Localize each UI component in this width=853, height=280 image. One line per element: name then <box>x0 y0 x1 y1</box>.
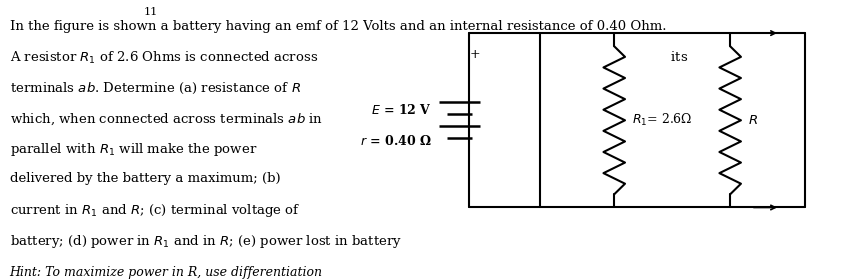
Text: Hint: To maximize power in R, use differentiation: Hint: To maximize power in R, use differ… <box>9 266 322 279</box>
Text: In the figure is shown a battery having an emf of 12 Volts and an internal resis: In the figure is shown a battery having … <box>9 20 665 33</box>
Text: current in $R_1$ and $R$; (c) terminal voltage of: current in $R_1$ and $R$; (c) terminal v… <box>9 202 299 219</box>
Text: $R_1$= 2.6Ω: $R_1$= 2.6Ω <box>632 112 692 128</box>
Text: $r$ = 0.40 Ω: $r$ = 0.40 Ω <box>360 134 432 148</box>
Text: battery; (d) power in $R_1$ and in $R$; (e) power lost in battery: battery; (d) power in $R_1$ and in $R$; … <box>9 233 401 249</box>
Text: parallel with $R_1$ will make the power: parallel with $R_1$ will make the power <box>9 141 257 158</box>
Text: A resistor $R_1$ of 2.6 Ohms is connected across                                : A resistor $R_1$ of 2.6 Ohms is connecte… <box>9 50 688 66</box>
Text: +: + <box>469 48 479 61</box>
Text: $E$ = 12 V: $E$ = 12 V <box>371 103 432 117</box>
Text: $R$: $R$ <box>747 114 757 127</box>
Text: which, when connected across terminals $ab$ in: which, when connected across terminals $… <box>9 111 322 127</box>
Text: delivered by the battery a maximum; (b): delivered by the battery a maximum; (b) <box>9 172 280 185</box>
Text: terminals $ab$. Determine (a) resistance of $R$: terminals $ab$. Determine (a) resistance… <box>9 81 300 96</box>
Text: 11: 11 <box>143 7 158 17</box>
